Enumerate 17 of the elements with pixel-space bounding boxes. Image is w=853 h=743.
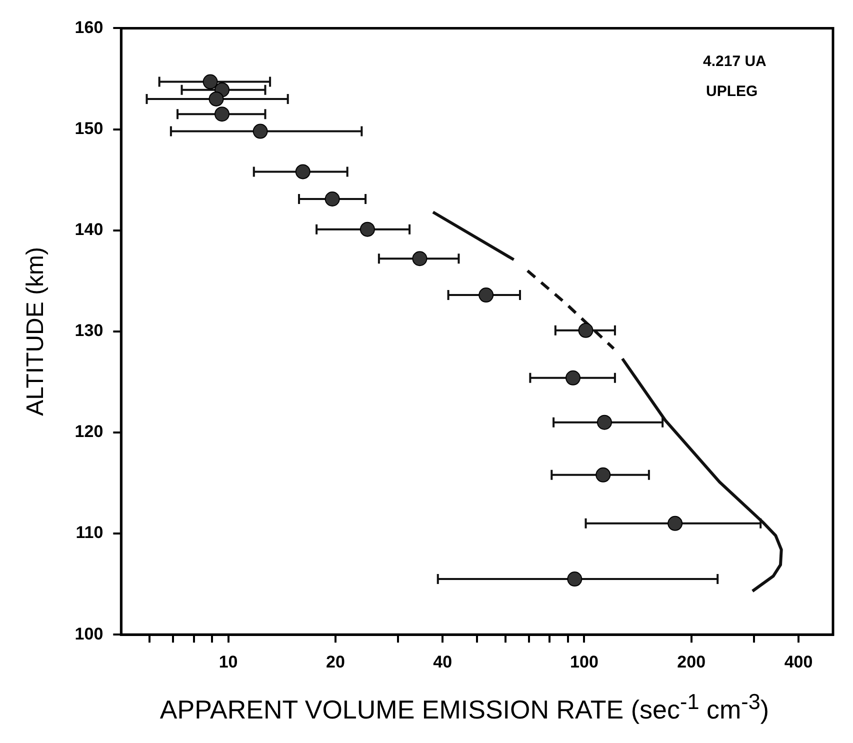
y-tick-label: 160 xyxy=(74,18,104,37)
x-axis-title: APPARENT VOLUME EMISSION RATE (sec$^{-1}$ cm$^{-3}$) xyxy=(158,689,770,726)
y-tick-label: 150 xyxy=(74,118,104,138)
y-tick-label: 130 xyxy=(74,321,104,340)
x-tick-label: 400 xyxy=(784,652,813,672)
y-axis-title: ALTITUDE (km) xyxy=(22,246,50,416)
y-tick-label: 140 xyxy=(74,220,104,240)
x-tick-label: 10 xyxy=(218,652,238,672)
y-tick-label: 120 xyxy=(74,422,104,442)
y-tick-label: 110 xyxy=(76,523,104,542)
x-tick-label: 100 xyxy=(570,652,598,672)
annotation: UPLEG xyxy=(706,82,758,100)
x-tick-label: 20 xyxy=(326,652,345,672)
annotation: 4.217 UA xyxy=(703,52,767,70)
y-tick-label: 100 xyxy=(74,624,104,644)
x-tick-label: 40 xyxy=(433,652,452,672)
x-tick-label: 200 xyxy=(677,652,706,672)
